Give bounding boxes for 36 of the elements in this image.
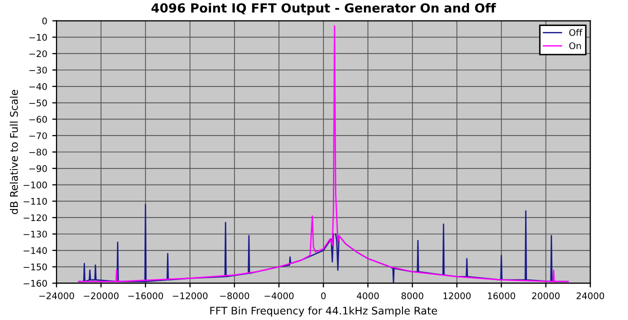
y-tick-label: −70 [29,132,47,140]
x-tick-label: −8000 [220,292,250,300]
y-tick-label: −110 [24,198,47,205]
y-tick-label: −130 [24,230,47,238]
x-tick-label: 4000 [356,292,379,300]
x-tick-label: 12000 [444,292,471,300]
y-tick-label: −30 [29,66,47,74]
x-tick-label: 20000 [532,292,560,300]
y-tick-label: −140 [24,247,47,254]
x-tick-label: 0 [321,292,326,300]
chart-title: 4096 Point IQ FFT Output - Generator On and Off [151,2,496,16]
x-tick-label: −16000 [128,292,164,300]
x-tick-label: −4000 [264,292,294,300]
x-tick-label: −20000 [84,292,119,300]
y-tick-label: −40 [29,83,47,90]
y-axis-title: dB Relative to Full Scale [10,90,18,214]
y-tick-label: −90 [29,165,47,172]
legend-label: Off [569,28,582,36]
y-tick-label: −160 [24,280,47,287]
y-tick-label: −10 [29,34,47,41]
y-tick-label: −20 [29,50,47,58]
x-tick-label: −24000 [39,292,74,300]
line-series [78,25,569,282]
y-tick-label: 0 [42,18,47,24]
y-tick-label: −50 [29,100,47,106]
x-tick-label: 16000 [488,292,516,300]
x-tick-label: 8000 [402,292,424,300]
y-tick-label: −150 [24,264,47,270]
legend-label: On [569,42,581,50]
y-tick-label: −100 [24,182,47,188]
y-tick-label: −80 [29,148,47,156]
y-tick-label: −120 [24,214,47,222]
y-tick-label: −60 [29,116,47,123]
x-axis-title: FFT Bin Frequency for 44.1kHz Sample Rate [210,306,437,317]
x-tick-label: 24000 [576,292,604,300]
x-tick-label: −12000 [172,292,208,300]
